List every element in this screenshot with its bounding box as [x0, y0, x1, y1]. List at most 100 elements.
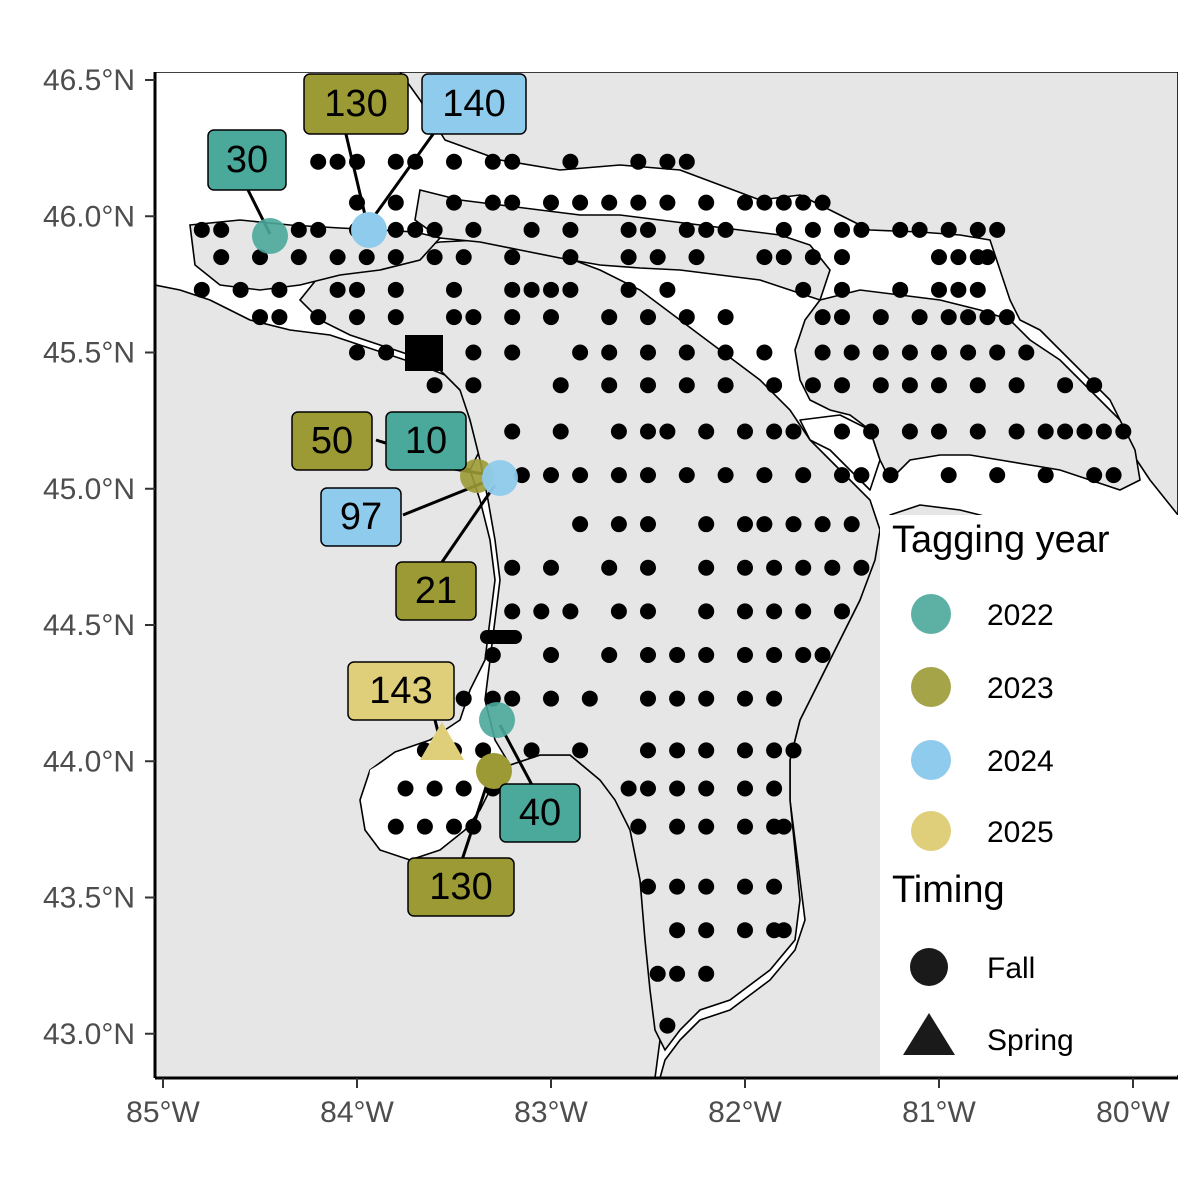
release-site-130-north[interactable]: [351, 212, 387, 248]
receiver-point: [853, 559, 870, 576]
receiver-point: [688, 249, 705, 266]
receiver-point: [271, 309, 288, 326]
receiver-point: [455, 249, 472, 266]
receiver-point: [504, 559, 521, 576]
receiver-point: [737, 818, 753, 835]
legend-label-fall: Fall: [987, 952, 1035, 985]
tag-label-30[interactable]: 30: [207, 129, 287, 191]
y-tick-label: 44.5°N: [43, 609, 135, 642]
receiver-point: [640, 742, 656, 759]
receiver-point: [940, 467, 957, 484]
receiver-point: [804, 377, 821, 394]
release-site-97[interactable]: [482, 460, 518, 496]
receiver-point: [213, 221, 230, 238]
receiver-point: [931, 249, 947, 266]
receiver-point: [669, 646, 686, 663]
axes: [153, 72, 1178, 1080]
legend-label-spring: Spring: [987, 1024, 1074, 1057]
receiver-point: [960, 309, 977, 326]
y-tick-label: 43.5°N: [43, 882, 135, 915]
receiver-point: [640, 646, 656, 663]
receiver-point: [387, 281, 404, 298]
receiver-point: [950, 281, 967, 298]
release-site-30[interactable]: [252, 218, 288, 254]
receiver-point: [698, 690, 715, 707]
receiver-point: [620, 249, 637, 266]
tag-label-21[interactable]: 21: [395, 561, 477, 621]
receiver-point: [387, 309, 404, 326]
receiver-point: [834, 309, 850, 326]
receiver-point: [640, 309, 656, 326]
receiver-point: [814, 646, 831, 663]
tag-label-40[interactable]: 40: [499, 783, 581, 843]
receiver-point: [329, 153, 346, 170]
receiver-point: [1086, 377, 1103, 394]
receiver-point: [698, 922, 715, 939]
receiver-point: [931, 423, 947, 440]
receiver-point: [795, 281, 812, 298]
receiver-point: [504, 153, 521, 170]
receiver-point: [387, 249, 404, 266]
receiver-point: [901, 377, 918, 394]
tag-label-143[interactable]: 143: [347, 661, 455, 721]
svg-text:40: 40: [519, 792, 561, 834]
receiver-point: [620, 281, 637, 298]
legend-swatch-2024: [911, 740, 951, 780]
receiver-point: [455, 780, 472, 797]
receiver-point: [775, 249, 792, 266]
receiver-point: [1008, 423, 1025, 440]
receiver-point: [446, 153, 462, 170]
receiver-point: [484, 646, 501, 663]
x-tick-label: 84°W: [320, 1096, 394, 1129]
tag-label-10[interactable]: 10: [385, 411, 467, 471]
receiver-point: [484, 153, 501, 170]
receiver-point: [766, 742, 783, 759]
receiver-point: [310, 221, 327, 238]
receiver-point: [698, 646, 715, 663]
receiver-point: [834, 467, 850, 484]
receiver-point: [310, 309, 327, 326]
receiver-point: [446, 194, 462, 211]
receiver-point: [834, 377, 850, 394]
tag-label-130-south[interactable]: 130: [407, 857, 515, 917]
receiver-point: [426, 221, 443, 238]
receiver-point: [455, 690, 472, 707]
receiver-point: [572, 344, 589, 361]
receiver-point: [824, 559, 841, 576]
receiver-point: [698, 194, 715, 211]
release-site-40[interactable]: [479, 702, 515, 738]
receiver-point: [640, 377, 656, 394]
release-site-130-south[interactable]: [476, 753, 512, 789]
receiver-point: [271, 281, 288, 298]
receiver-point: [678, 377, 695, 394]
receiver-point: [756, 194, 773, 211]
receiver-point: [1018, 344, 1035, 361]
receiver-point: [572, 194, 589, 211]
receiver-point: [766, 377, 783, 394]
receiver-point: [698, 559, 715, 576]
receiver-point: [853, 467, 870, 484]
tag-label-130-north[interactable]: 130: [303, 73, 409, 135]
tag-label-140[interactable]: 140: [421, 73, 527, 135]
receiver-cluster: [405, 335, 443, 371]
receiver-point: [193, 221, 210, 238]
receiver-point: [931, 281, 947, 298]
x-tick-label: 81°W: [902, 1096, 976, 1129]
receiver-point: [940, 221, 957, 238]
y-tick-label: 43.0°N: [43, 1018, 135, 1051]
svg-text:140: 140: [442, 83, 505, 125]
release-site-143[interactable]: [420, 722, 464, 760]
receiver-point: [581, 690, 598, 707]
svg-text:10: 10: [405, 420, 447, 462]
tag-label-50[interactable]: 50: [291, 411, 373, 471]
receiver-point: [756, 344, 773, 361]
receiver-point: [756, 249, 773, 266]
receiver-point: [698, 516, 715, 533]
receiver-point: [475, 742, 492, 759]
receiver-point: [678, 153, 695, 170]
receiver-point: [562, 603, 579, 620]
x-tick-label: 85°W: [126, 1096, 200, 1129]
svg-text:30: 30: [226, 139, 268, 181]
tag-label-97[interactable]: 97: [320, 487, 402, 547]
receiver-point: [785, 516, 802, 533]
